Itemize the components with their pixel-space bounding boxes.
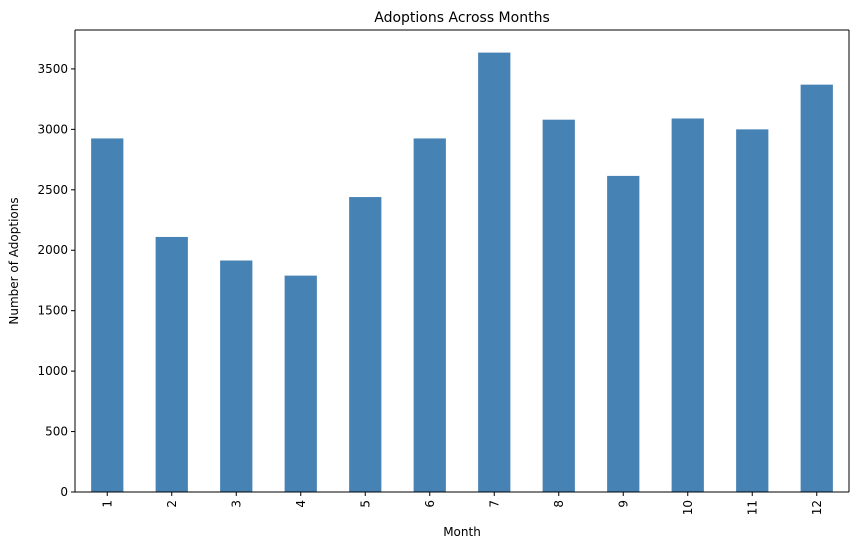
bar-month-8 bbox=[542, 119, 575, 492]
bar-month-1 bbox=[91, 138, 124, 492]
y-tick-label-500: 500 bbox=[45, 425, 68, 439]
bar-month-5 bbox=[349, 197, 382, 493]
x-tick-label-12: 12 bbox=[810, 500, 824, 515]
x-axis-label: Month bbox=[443, 525, 481, 539]
x-tick-label-8: 8 bbox=[552, 500, 566, 508]
bar-month-3 bbox=[220, 260, 253, 492]
x-tick-label-3: 3 bbox=[229, 500, 243, 508]
x-tick-label-4: 4 bbox=[294, 500, 308, 508]
y-tick-label-0: 0 bbox=[60, 485, 68, 499]
bar-month-9 bbox=[607, 175, 640, 492]
x-tick-label-2: 2 bbox=[165, 500, 179, 508]
bar-month-11 bbox=[736, 129, 769, 492]
bar-month-2 bbox=[155, 236, 188, 492]
y-tick-label-2500: 2500 bbox=[37, 183, 68, 197]
x-tick-label-5: 5 bbox=[358, 500, 372, 508]
x-tick-label-9: 9 bbox=[616, 500, 630, 508]
bar-month-10 bbox=[671, 118, 704, 492]
chart-title: Adoptions Across Months bbox=[374, 10, 550, 26]
y-tick-label-3000: 3000 bbox=[37, 122, 68, 136]
x-tick-label-6: 6 bbox=[423, 500, 437, 508]
y-tick-label-3500: 3500 bbox=[37, 62, 68, 76]
bar-month-12 bbox=[800, 84, 833, 492]
y-tick-label-2000: 2000 bbox=[37, 243, 68, 257]
bar-month-6 bbox=[413, 138, 446, 492]
x-tick-label-1: 1 bbox=[100, 500, 114, 508]
y-axis-label: Number of Adoptions bbox=[7, 197, 21, 324]
y-tick-label-1000: 1000 bbox=[37, 364, 68, 378]
bar-month-7 bbox=[478, 52, 511, 492]
x-tick-label-11: 11 bbox=[745, 500, 759, 515]
x-tick-label-10: 10 bbox=[681, 500, 695, 515]
y-tick-label-1500: 1500 bbox=[37, 304, 68, 318]
bars-layer bbox=[91, 52, 833, 493]
axes-layer bbox=[74, 29, 850, 493]
x-tick-label-7: 7 bbox=[487, 500, 501, 508]
bar-month-4 bbox=[284, 275, 317, 492]
